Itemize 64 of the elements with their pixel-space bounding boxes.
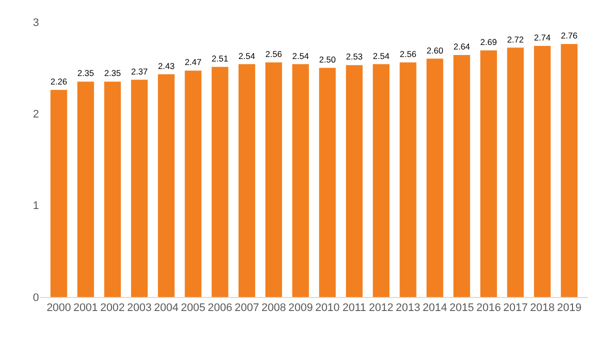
x-tick-label: 2010 (315, 302, 340, 314)
x-tick-label: 2011 (342, 302, 366, 314)
bar (480, 50, 497, 297)
bar (131, 80, 148, 297)
bar (77, 82, 94, 297)
bar (372, 64, 390, 297)
y-tick-label: 3 (32, 16, 39, 29)
bar (292, 64, 309, 297)
bar (534, 46, 551, 297)
x-tick-label: 2016 (476, 302, 501, 314)
bar (426, 58, 444, 297)
x-tick-label: 2015 (450, 302, 474, 314)
data-label: 2.54 (372, 50, 390, 61)
y-tick-label: 0 (32, 292, 39, 304)
x-tick-label: 2002 (100, 302, 125, 314)
data-label: 2.51 (212, 54, 229, 64)
data-label: 2.35 (104, 68, 122, 78)
data-label: 2.54 (238, 50, 256, 61)
x-tick-label: 2009 (288, 302, 313, 314)
x-tick-label: 2007 (234, 302, 260, 314)
bar (507, 48, 524, 297)
x-tick-label: 2005 (180, 302, 206, 314)
bar (212, 66, 228, 297)
x-tick-label: 2000 (46, 302, 72, 314)
bar (50, 90, 68, 297)
bar (453, 55, 470, 297)
x-tick-label: 2017 (503, 302, 528, 314)
x-tick-label: 2004 (154, 302, 178, 314)
y-tick-label: 2 (32, 108, 39, 121)
data-label: 2.47 (184, 57, 202, 68)
x-tick-label: 2003 (127, 302, 152, 314)
data-label: 2.74 (534, 32, 551, 42)
bar (319, 68, 336, 297)
x-tick-label: 2001 (73, 302, 98, 314)
data-label: 2.72 (507, 34, 524, 44)
data-label: 2.37 (131, 66, 148, 76)
data-label: 2.35 (77, 68, 94, 78)
x-tick-label: 2013 (396, 302, 420, 314)
data-label: 2.53 (346, 52, 363, 62)
data-label: 2.56 (265, 49, 282, 59)
data-label: 2.60 (426, 45, 444, 56)
bar (158, 74, 175, 297)
y-tick-label: 1 (32, 200, 39, 212)
data-label: 2.26 (50, 76, 68, 86)
data-label: 2.56 (400, 48, 417, 59)
x-tick-label: 2008 (261, 302, 286, 314)
bar (238, 64, 256, 297)
bar (346, 65, 363, 297)
data-label: 2.69 (480, 37, 498, 48)
x-tick-label: 2014 (422, 302, 448, 314)
bar (184, 70, 202, 297)
data-label: 2.76 (560, 30, 578, 41)
x-tick-label: 2019 (556, 302, 582, 314)
x-tick-label: 2012 (368, 302, 394, 314)
x-tick-label: 2006 (208, 302, 232, 314)
data-label: 2.64 (453, 42, 470, 52)
bar (400, 62, 416, 297)
bar (560, 44, 578, 297)
bar (104, 82, 121, 297)
x-tick-label: 2018 (530, 302, 555, 314)
data-label: 2.43 (158, 60, 175, 71)
data-label: 2.50 (319, 54, 336, 64)
data-label: 2.54 (292, 50, 310, 61)
bar (265, 62, 282, 297)
